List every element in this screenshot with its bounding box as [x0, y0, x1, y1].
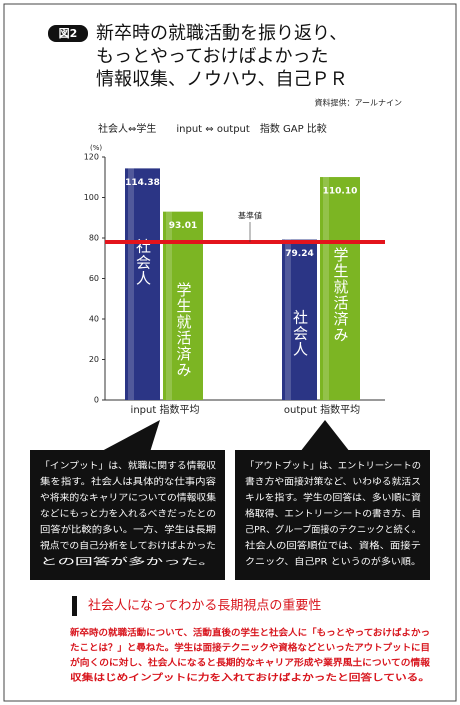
callout-line: との回答が多かった。: [40, 556, 216, 568]
bar: [320, 177, 360, 400]
callout-line: 書き方や面接対策など、いわゆる就活ス: [245, 476, 421, 488]
y-tick-label: 40: [89, 315, 99, 324]
callout-line: 「インプット」は、就職に関する情報収: [40, 460, 216, 472]
chart-subtitle: 社会人⇔学生 input ⇔ output 指数 GAP 比較: [98, 122, 327, 135]
heading-bar: [72, 596, 77, 616]
callout-line: 回答が比較的多い。一方、学生は長期: [40, 524, 216, 536]
value-label: 110.10: [323, 187, 358, 197]
y-tick-label: 60: [89, 274, 99, 283]
callout-pointer: [300, 420, 350, 452]
paragraph-line: たことは？」と尋ねた。学生は面接テクニックや資格などといったアウトプットに目: [70, 642, 430, 654]
callout-line: 集を指す。社会人は具体的な仕事内容: [40, 476, 216, 488]
callout-line: 「アウトプット」は、エントリーシートの: [245, 461, 421, 472]
title-line: 情報収集、ノウハウ、自己ＰＲ: [96, 69, 347, 90]
paragraph-line: 新卒時の就職活動について、活動直後の学生と社会人に「もっとやっておけばよかっ: [70, 627, 430, 639]
reference-label: 基準値: [238, 211, 262, 221]
bar: [125, 168, 160, 400]
callout-line: 格取得、エントリーシートの書き方、自: [245, 508, 421, 520]
title-line: 新卒時の就職活動を振り返り、: [96, 23, 347, 44]
callout-box: [30, 450, 225, 580]
value-label: 93.01: [169, 221, 197, 231]
paragraph-line: 収集はじめインプットに力を入れておけばよかったと回答している。: [70, 672, 430, 684]
bar-highlight: [166, 211, 172, 400]
value-label: 114.38: [125, 178, 160, 188]
callout-line: キルを指す。学生の回答は、多い順に資: [245, 492, 421, 504]
x-tick-label: output 指数平均: [284, 403, 360, 416]
series-label: 社会人: [291, 310, 309, 358]
value-label: 79.24: [285, 249, 313, 259]
y-unit: (%): [90, 144, 102, 152]
series-label: 学生就活済み: [332, 247, 350, 343]
callout-line: 社会人の回答順位では、資格、面接テ: [245, 540, 421, 552]
badge-bg: [48, 25, 88, 42]
bar-highlight: [285, 239, 291, 400]
source: 資料提供：アールナイン: [314, 98, 402, 108]
callout-line: などにもっと力を入れるべきだったとの: [40, 508, 216, 520]
page-frame: [3, 3, 457, 702]
bar-highlight: [128, 168, 134, 400]
y-tick-label: 100: [84, 193, 99, 202]
callout-line: 視点での自己分析をしておけばよかった: [40, 540, 216, 552]
callout-line: や将来的なキャリアについての情報収集: [40, 492, 216, 504]
callout-box: [235, 450, 430, 580]
y-tick-label: 80: [89, 234, 99, 243]
y-tick-label: 0: [94, 396, 99, 405]
bar-highlight: [323, 177, 329, 400]
section-heading: 社会人になってわかる長期視点の重要性: [88, 598, 321, 614]
paragraph-line: が向くのに対し、社会人になると長期的なキャリア形成や業界風土についての情報: [70, 657, 431, 669]
y-tick-label: 20: [89, 355, 99, 364]
series-label: 社会人: [134, 238, 152, 286]
title-line: もっとやっておけばよかった: [96, 46, 329, 67]
badge: 図2: [59, 26, 78, 40]
callout-line: 己PR、グループ面接のテクニックと続く。: [245, 524, 421, 536]
x-tick-label: input 指数平均: [131, 403, 200, 416]
bar: [282, 239, 317, 400]
callout-pointer: [100, 420, 160, 452]
callout-line: クニック、自己PR というのが多い順。: [245, 556, 421, 568]
series-label: 学生就活済み: [175, 282, 193, 378]
y-tick-label: 120: [84, 153, 99, 162]
